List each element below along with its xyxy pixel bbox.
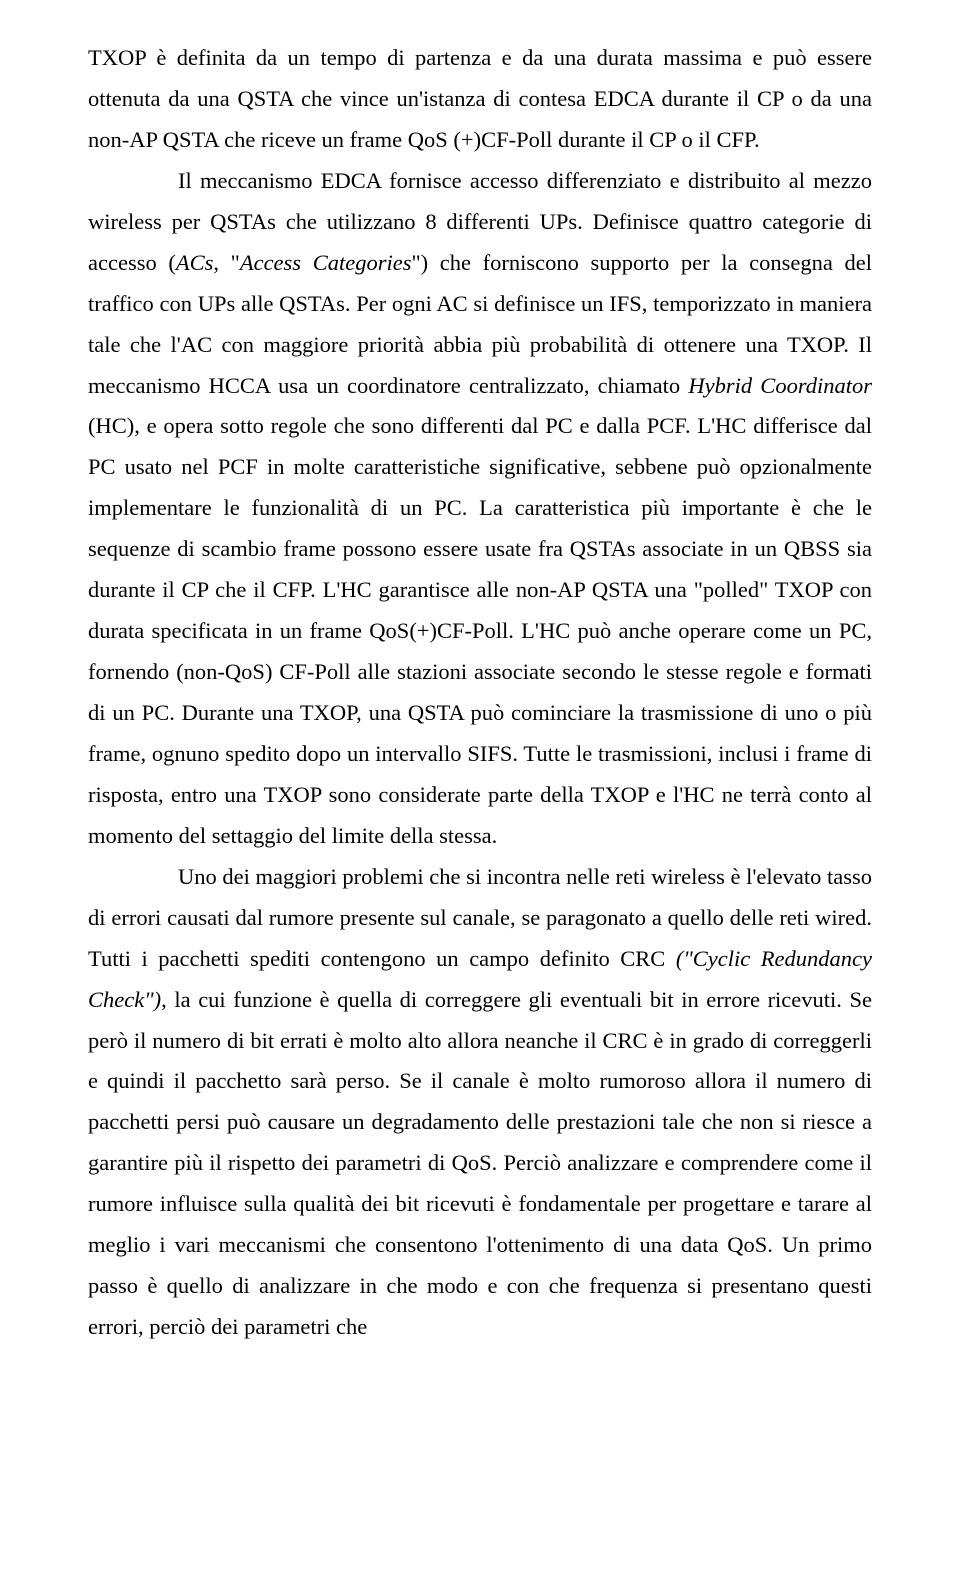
text-run: , la cui funzione è quella di correggere… xyxy=(88,987,872,1340)
document-page: TXOP è definita da un tempo di partenza … xyxy=(0,0,960,1589)
italic-run: ACs xyxy=(176,250,214,275)
text-run: , " xyxy=(213,250,239,275)
paragraph-2: Il meccanismo EDCA fornisce accesso diff… xyxy=(88,161,872,857)
text-run: TXOP è definita da un tempo di partenza … xyxy=(88,45,872,152)
paragraph-3: Uno dei maggiori problemi che si incontr… xyxy=(88,857,872,1348)
paragraph-1: TXOP è definita da un tempo di partenza … xyxy=(88,38,872,161)
text-run: (HC), e opera sotto regole che sono diff… xyxy=(88,413,872,847)
italic-run: Hybrid Coordinator xyxy=(688,373,872,398)
italic-run: Access Categories xyxy=(240,250,412,275)
